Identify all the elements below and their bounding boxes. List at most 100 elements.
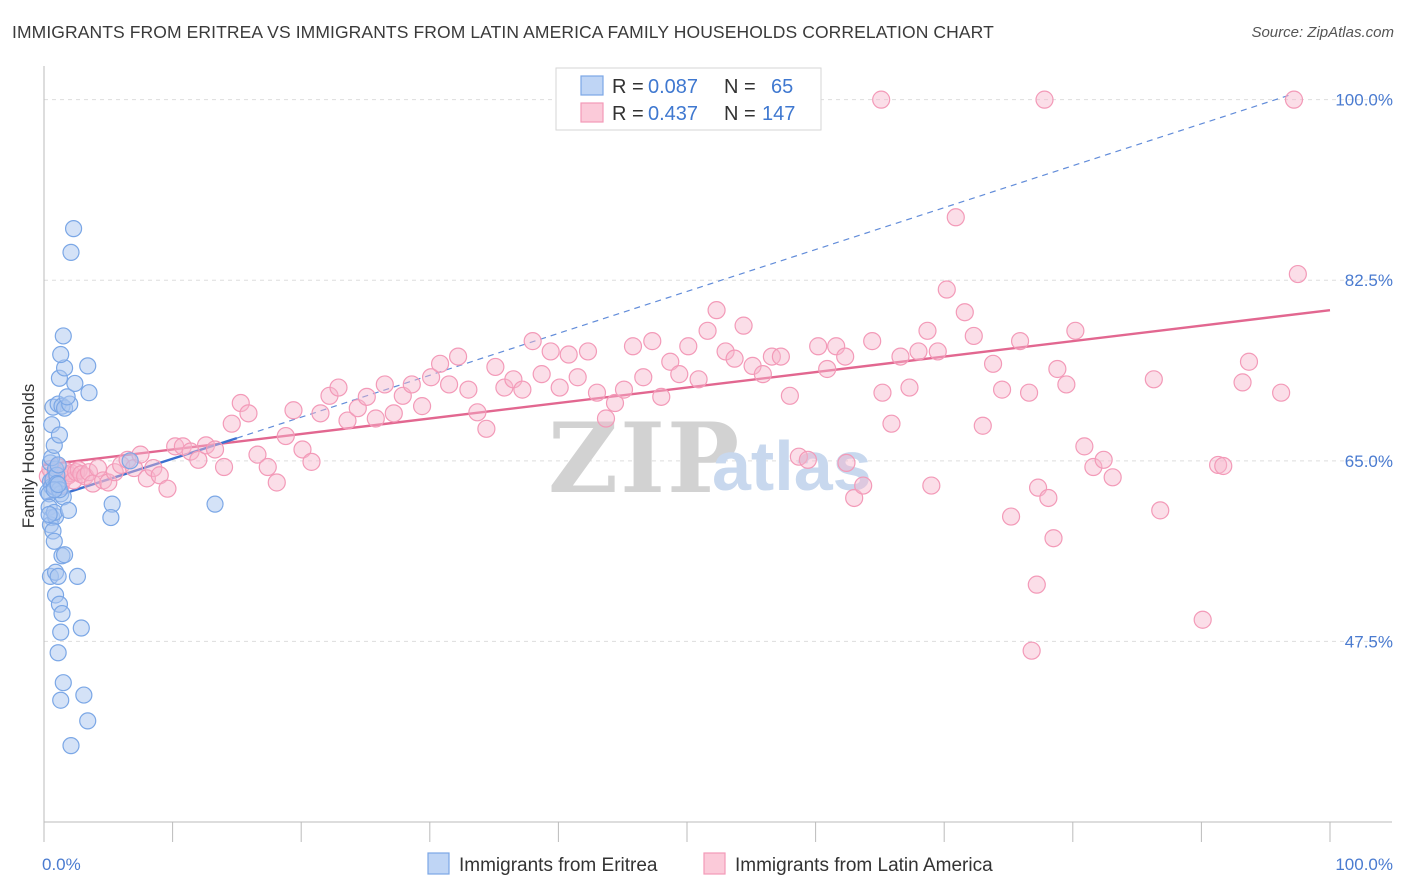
point-latin-america-78 — [605, 393, 625, 413]
point-latin-america-99 — [798, 450, 817, 469]
point-latin-america-26 — [144, 458, 163, 478]
point-latin-america-137 — [872, 90, 891, 109]
point-latin-america-102 — [827, 337, 846, 356]
point-latin-america-60 — [439, 375, 459, 394]
point-latin-america-86 — [679, 337, 698, 356]
point-latin-america-68 — [513, 380, 532, 399]
watermark: ZIP atlas — [548, 402, 872, 515]
point-eritrea-50 — [49, 644, 67, 662]
x-tick-label-0: 0.0% — [42, 855, 81, 874]
bottom-legend-label-latin-america[interactable]: Immigrants from Latin America — [735, 855, 993, 876]
point-latin-america-134 — [1022, 641, 1041, 660]
legend-r-value-latin-america: 0.437 — [648, 103, 698, 125]
point-latin-america-72 — [550, 378, 569, 397]
point-latin-america-39 — [248, 445, 267, 464]
point-latin-america-33 — [196, 436, 216, 455]
trend-line-eritrea-extended — [236, 93, 1292, 439]
point-latin-america-70 — [532, 365, 551, 384]
point-latin-america-96 — [771, 347, 790, 366]
point-latin-america-84 — [661, 352, 680, 371]
point-latin-america-80 — [623, 337, 643, 356]
point-eritrea-47 — [53, 604, 71, 623]
point-latin-america-118 — [973, 416, 992, 435]
point-eritrea-55 — [62, 737, 80, 755]
bottom-legend[interactable]: Immigrants from Eritrea Immigrants from … — [427, 852, 993, 876]
point-latin-america-15 — [79, 463, 99, 482]
y-tick-label-1: 65.0% — [1345, 452, 1393, 471]
legend-swatch-latin-america — [580, 102, 604, 123]
point-latin-america-53 — [375, 375, 394, 394]
point-eritrea-31 — [54, 327, 72, 345]
y-axis-label: Family Households — [19, 384, 38, 529]
watermark-atlas: atlas — [712, 427, 872, 505]
point-latin-america-143 — [1044, 529, 1063, 548]
point-latin-america-46 — [311, 404, 330, 423]
point-latin-america-139 — [1284, 90, 1304, 109]
point-latin-america-128 — [1066, 321, 1085, 340]
point-latin-america-51 — [357, 387, 376, 406]
point-latin-america-59 — [430, 354, 450, 373]
point-latin-america-48 — [329, 378, 348, 397]
point-eritrea-36 — [62, 243, 80, 261]
point-latin-america-132 — [1103, 468, 1122, 487]
point-latin-america-34 — [205, 440, 225, 459]
point-latin-america-58 — [421, 368, 441, 387]
point-eritrea-30 — [52, 345, 70, 364]
point-latin-america-111 — [909, 342, 928, 361]
point-eritrea-57 — [40, 505, 58, 524]
point-latin-america-126 — [1048, 359, 1067, 379]
point-eritrea-32 — [79, 357, 97, 375]
point-latin-america-91 — [725, 349, 744, 368]
point-eritrea-61 — [102, 508, 120, 527]
point-latin-america-148 — [1239, 352, 1259, 371]
point-latin-america-69 — [523, 332, 542, 351]
point-eritrea-44 — [68, 567, 87, 585]
watermark-zip: ZIP — [548, 402, 741, 515]
trend-line-eritrea — [43, 436, 238, 502]
point-latin-america-82 — [643, 332, 662, 351]
point-latin-america-108 — [882, 414, 901, 433]
point-latin-america-42 — [276, 426, 295, 446]
point-latin-america-77 — [596, 409, 616, 428]
point-latin-america-127 — [1057, 375, 1076, 394]
point-latin-america-27 — [150, 466, 169, 485]
point-latin-america-104 — [845, 488, 864, 508]
y-tick-label-3: 100.0% — [1335, 91, 1393, 110]
point-latin-america-41 — [267, 473, 286, 492]
point-latin-america-97 — [780, 386, 799, 405]
point-eritrea-52 — [75, 686, 93, 704]
point-latin-america-136 — [922, 476, 941, 495]
point-latin-america-87 — [689, 370, 708, 389]
point-latin-america-117 — [964, 326, 983, 346]
bottom-legend-label-eritrea[interactable]: Immigrants from Eritrea — [459, 855, 658, 876]
point-latin-america-28 — [158, 479, 177, 498]
point-latin-america-54 — [384, 404, 403, 423]
legend-swatch-eritrea — [580, 75, 604, 96]
point-latin-america-89 — [707, 301, 726, 320]
point-latin-america-106 — [863, 332, 882, 351]
point-latin-america-142 — [1193, 610, 1212, 629]
point-eritrea-51 — [54, 674, 72, 692]
legend-r-label-latin-america: R = — [612, 103, 644, 125]
point-latin-america-88 — [698, 321, 717, 340]
point-eritrea-48 — [72, 619, 90, 637]
trend-line-latin-america — [43, 308, 1331, 467]
point-eritrea-38 — [45, 532, 63, 550]
point-eritrea-54 — [79, 712, 97, 730]
point-latin-america-67 — [504, 370, 523, 389]
point-latin-america-147 — [1144, 370, 1163, 389]
point-latin-america-19 — [99, 473, 118, 492]
point-latin-america-64 — [477, 419, 496, 438]
point-latin-america-138 — [1035, 90, 1054, 109]
point-eritrea-64 — [59, 501, 78, 519]
point-latin-america-130 — [1084, 457, 1103, 477]
point-latin-america-73 — [559, 345, 578, 364]
point-latin-america-61 — [448, 347, 468, 366]
point-latin-america-115 — [946, 208, 965, 227]
point-latin-america-62 — [459, 380, 478, 399]
point-latin-america-43 — [284, 401, 303, 420]
legend-r-label-eritrea: R = — [612, 76, 644, 98]
point-latin-america-122 — [1010, 332, 1030, 351]
chart-title: IMMIGRANTS FROM ERITREA VS IMMIGRANTS FR… — [12, 22, 994, 42]
bottom-legend-swatch-eritrea — [427, 852, 450, 875]
